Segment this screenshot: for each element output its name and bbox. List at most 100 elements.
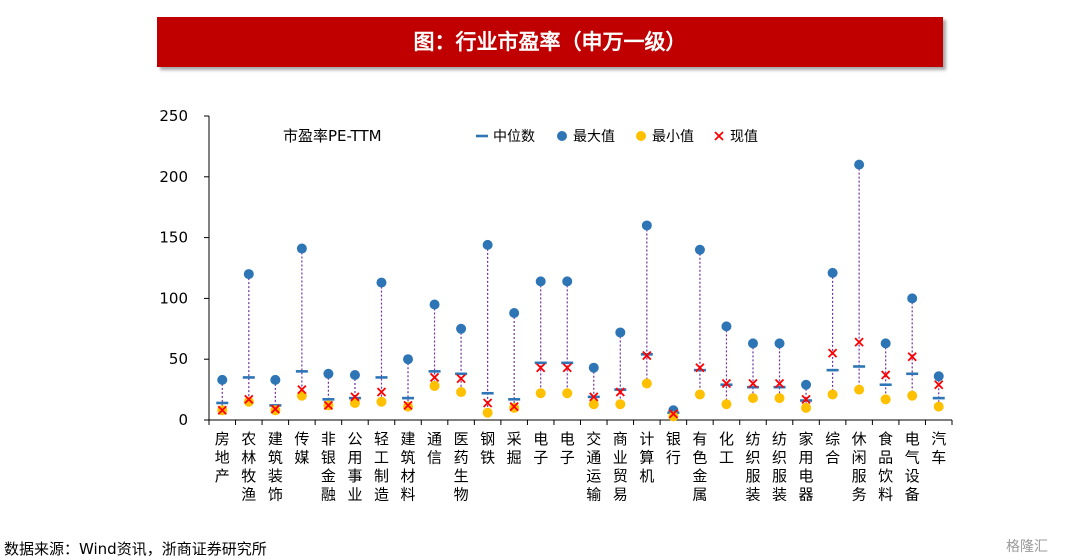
category-label: 商业贸易 <box>613 430 628 504</box>
max-point <box>243 269 254 280</box>
legend-item: 现值 <box>714 129 758 145</box>
current-point <box>881 370 891 380</box>
current-point <box>721 378 732 389</box>
category-label: 医药生物 <box>454 430 469 504</box>
current-point <box>297 384 307 395</box>
category-label: 食品饮料 <box>878 430 893 504</box>
min-point <box>907 390 918 401</box>
legend-label: 最小值 <box>652 129 694 145</box>
current-point <box>562 363 572 373</box>
category-label: 综合 <box>825 430 840 467</box>
current-point <box>827 348 838 358</box>
legend-label: 中位数 <box>493 129 535 145</box>
min-point <box>668 411 679 422</box>
current-point <box>934 380 944 390</box>
legend-item: 最小值 <box>636 129 694 145</box>
max-point <box>827 267 838 278</box>
category-label: 通信 <box>427 430 442 467</box>
min-point <box>482 407 493 418</box>
max-point <box>296 243 307 254</box>
category-label: 农林牧渔 <box>241 430 256 504</box>
current-point <box>244 394 254 404</box>
current-point <box>376 387 387 397</box>
legend: 中位数 最大值 最小值 现值 <box>476 129 758 145</box>
current-point <box>642 350 652 361</box>
current-point <box>695 363 705 373</box>
current-point <box>350 392 360 402</box>
max-point <box>349 370 360 381</box>
category-label: 电气设备 <box>905 430 920 504</box>
current-point <box>907 352 917 362</box>
max-point <box>535 276 546 287</box>
watermark: 格隆汇 <box>1006 539 1048 555</box>
category-label: 电子 <box>560 430 575 467</box>
max-point <box>376 277 387 288</box>
max-point <box>907 293 918 304</box>
current-point <box>774 378 785 389</box>
category-label: 纺织服装 <box>745 430 760 504</box>
y-tick-label: 250 <box>159 107 188 125</box>
category-label: 非银金融 <box>321 430 336 504</box>
max-point <box>482 239 493 250</box>
current-point <box>482 398 493 408</box>
category-label: 房地产 <box>215 430 230 485</box>
max-point <box>456 323 467 334</box>
category-labels: 房地产农林牧渔建筑装饰传媒非银金融公用事业轻工制造建筑材料通信医药生物钢铁采掘电… <box>215 430 946 504</box>
max-point <box>694 244 705 255</box>
current-point <box>403 400 413 411</box>
min-point <box>827 389 838 400</box>
max-point <box>562 276 573 287</box>
max-point <box>270 374 281 385</box>
current-point <box>429 372 440 383</box>
current-point <box>217 405 227 415</box>
category-label: 交通运输 <box>586 430 601 504</box>
current-point <box>323 400 334 411</box>
min-point <box>880 394 891 405</box>
current-point <box>854 337 864 347</box>
category-label: 钢铁 <box>480 430 495 467</box>
category-label: 化工 <box>719 430 734 467</box>
max-point <box>933 371 944 382</box>
min-point <box>456 387 467 398</box>
current-point <box>270 404 280 414</box>
chart-marks <box>216 159 945 422</box>
category-label: 公用事业 <box>347 430 362 504</box>
min-point <box>376 396 387 407</box>
max-point <box>615 327 626 338</box>
current-point <box>748 378 758 389</box>
current-point <box>589 392 599 402</box>
title-banner: 图：行业市盈率（申万一级） <box>157 17 943 67</box>
min-point <box>615 399 626 410</box>
y-tick-label: 0 <box>178 411 188 429</box>
category-label: 采掘 <box>507 430 522 467</box>
category-label: 建筑材料 <box>401 430 416 504</box>
category-label: 建筑装饰 <box>268 430 283 504</box>
max-point <box>774 338 785 349</box>
max-point <box>747 338 758 349</box>
min-point <box>429 380 440 391</box>
max-point <box>588 362 599 373</box>
min-point <box>933 401 944 412</box>
category-label: 有色金属 <box>692 430 707 504</box>
min-point <box>641 378 652 389</box>
max-point <box>403 354 414 365</box>
range-lines <box>221 164 940 417</box>
min-point <box>588 399 599 410</box>
source-note: 数据来源：Wind资讯，浙商证券研究所 <box>4 540 267 558</box>
min-point <box>562 388 573 399</box>
category-label: 休闲服务 <box>852 430 867 504</box>
max-point <box>323 368 334 379</box>
current-legend-icon <box>714 131 724 141</box>
chart-axes: 0 50 100 150 200 250 <box>159 107 953 429</box>
y-tick-label: 100 <box>159 289 188 307</box>
current-point <box>801 394 811 404</box>
max-point <box>429 299 440 310</box>
min-point <box>535 388 546 399</box>
max-point <box>880 338 891 349</box>
min-point <box>774 393 785 404</box>
y-tick-label: 150 <box>159 229 188 247</box>
min-point <box>243 396 254 407</box>
max-point <box>801 379 812 390</box>
current-point <box>456 374 466 384</box>
category-label: 纺织服装 <box>772 430 787 504</box>
